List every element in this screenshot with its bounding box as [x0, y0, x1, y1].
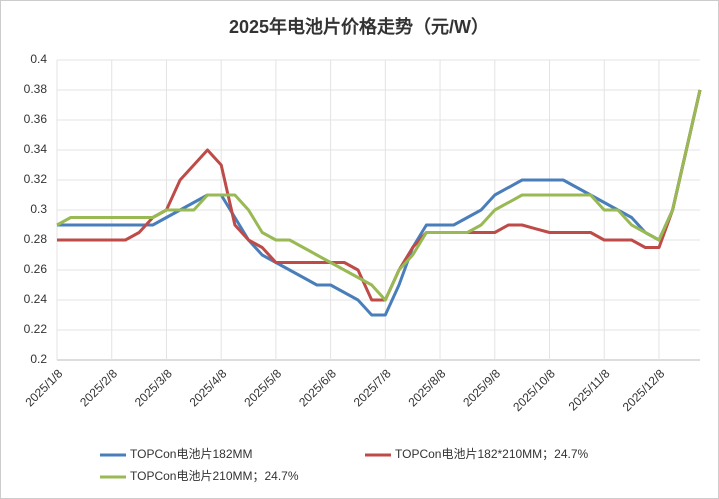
y-tick-label: 0.38: [24, 82, 48, 96]
y-tick-label: 0.3: [30, 202, 47, 216]
y-tick-label: 0.32: [24, 172, 48, 186]
y-tick-label: 0.4: [30, 52, 47, 66]
y-tick-label: 0.26: [24, 262, 48, 276]
y-tick-label: 0.34: [24, 142, 48, 156]
series-line: [56, 89, 702, 302]
chart-title: 2025年电池片价格走势（元/W）: [229, 16, 489, 37]
y-tick-label: 0.24: [24, 292, 48, 306]
legend-label: TOPCon电池片182MM: [130, 447, 252, 461]
y-tick-label: 0.2: [30, 352, 47, 366]
legend-label: TOPCon电池片182*210MM；24.7%: [395, 447, 589, 461]
y-tick-label: 0.22: [24, 322, 48, 336]
y-tick-label: 0.36: [24, 112, 48, 126]
y-tick-label: 0.28: [24, 232, 48, 246]
legend-label: TOPCon电池片210MM；24.7%: [130, 469, 299, 483]
